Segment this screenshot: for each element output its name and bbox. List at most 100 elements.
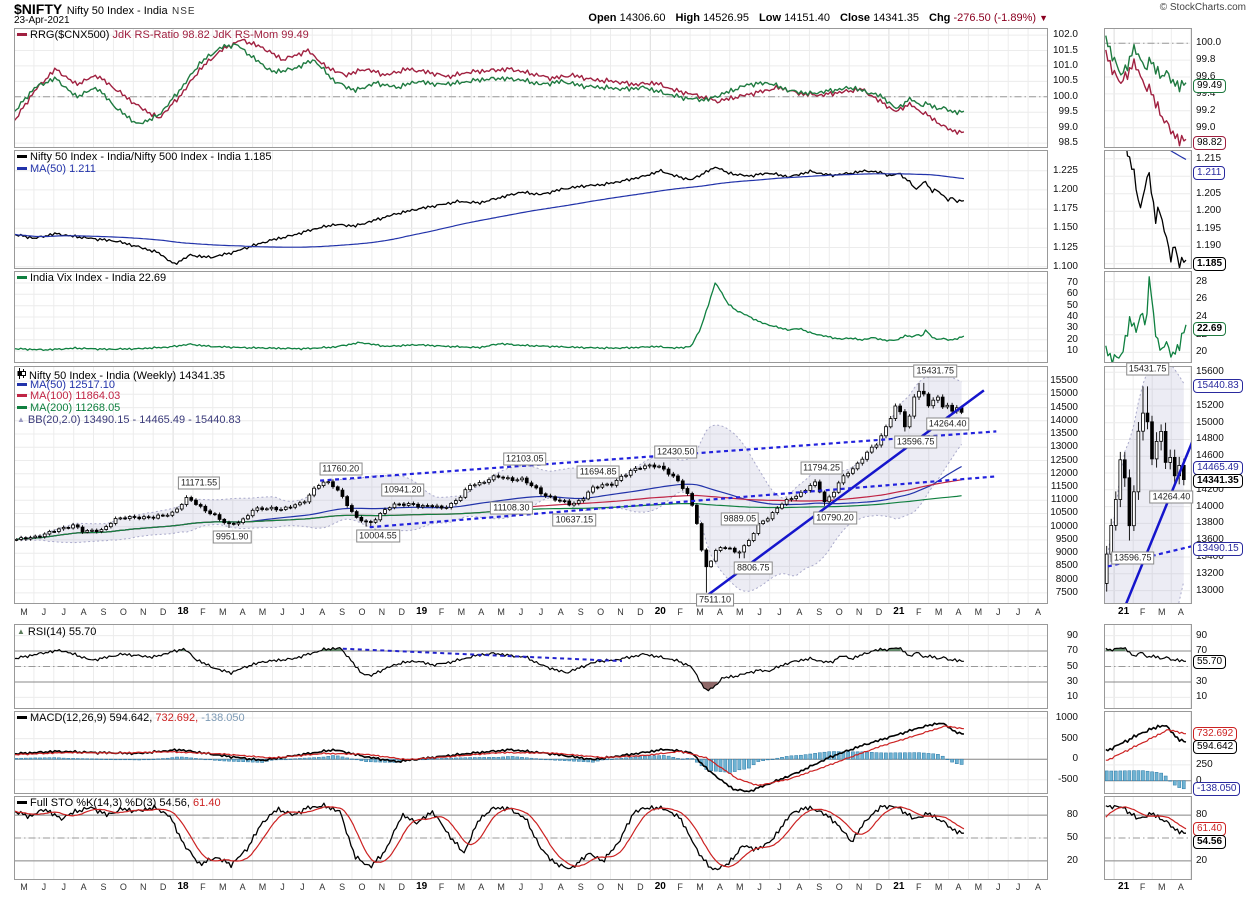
price-ytick-label: 9500 bbox=[1055, 533, 1078, 545]
line-swatch-icon bbox=[17, 382, 27, 386]
price-mini-annotation: 15431.75 bbox=[1125, 362, 1170, 376]
legend-text: RSI(14) 55.70 bbox=[27, 626, 97, 638]
x-axis-label: D bbox=[637, 607, 644, 617]
line-swatch-icon bbox=[17, 394, 27, 397]
mini-x-axis-label: A bbox=[1177, 882, 1184, 892]
x-axis-label: O bbox=[835, 882, 843, 892]
low-value: 14151.40 bbox=[784, 12, 830, 24]
x-axis-label: O bbox=[835, 607, 843, 617]
x-axis-label: N bbox=[617, 607, 624, 617]
x-axis-label: J bbox=[300, 607, 305, 617]
price-ytick-label: 13000 bbox=[1196, 584, 1224, 596]
macd-value-badge: 594.642 bbox=[1193, 740, 1238, 755]
price-ytick-label: 13200 bbox=[1196, 567, 1224, 579]
price-ytick-label: 12500 bbox=[1050, 454, 1078, 466]
chg-value: -276.50 (-1.89%) bbox=[953, 12, 1037, 24]
ratio-ytick-label: 1.100 bbox=[1052, 260, 1078, 272]
rrg-ytick-label: 100.5 bbox=[1052, 75, 1078, 87]
x-axis-label: F bbox=[438, 882, 445, 892]
x-axis-label: 19 bbox=[416, 606, 428, 617]
x-axis-label: M bbox=[258, 882, 267, 892]
ratio-ytick-label: 1.150 bbox=[1052, 222, 1078, 234]
legend-text: MA(100) 11864.03 bbox=[30, 390, 121, 402]
x-axis-label: J bbox=[996, 607, 1001, 617]
rrg-mini-chart bbox=[1104, 28, 1192, 148]
macd-value-badge: 732.692 bbox=[1193, 727, 1238, 742]
low-label: Low bbox=[759, 12, 782, 24]
x-axis-label: 20 bbox=[654, 881, 666, 892]
ratio-legend: Nifty 50 Index - India/Nifty 500 Index -… bbox=[17, 151, 272, 175]
x-axis-label: 21 bbox=[893, 606, 905, 617]
x-axis-label: F bbox=[916, 607, 922, 617]
x-axis-label: M bbox=[457, 882, 466, 892]
x-axis-label: M bbox=[219, 607, 227, 617]
macd-ytick-label: 1000 bbox=[1055, 712, 1078, 723]
rrg-value-badge: 99.49 bbox=[1193, 79, 1227, 94]
x-axis-label: A bbox=[1035, 607, 1042, 617]
x-axis-label: S bbox=[339, 607, 346, 617]
price-ytick-label: 15000 bbox=[1050, 388, 1078, 400]
macd-legend: MACD(12,26,9) 594.642, 732.692, -138.050 bbox=[17, 712, 245, 725]
x-axis-label: A bbox=[796, 607, 803, 617]
price-ytick-label: 13000 bbox=[1050, 441, 1078, 453]
x-axis-label: J bbox=[1015, 607, 1021, 617]
price-value-badge: 13490.15 bbox=[1193, 542, 1243, 557]
price-annotation: 7511.10 bbox=[696, 593, 734, 607]
sto-ytick-label: 20 bbox=[1066, 854, 1078, 866]
x-axis-label: J bbox=[757, 607, 762, 617]
vix-ytick-label: 10 bbox=[1066, 344, 1078, 356]
x-axis-label: M bbox=[736, 882, 744, 892]
vix-ytick-label: 30 bbox=[1066, 322, 1078, 334]
x-axis-label: D bbox=[637, 882, 644, 892]
macd-value-badge: -138.050 bbox=[1193, 782, 1241, 797]
vix-ytick-label: 60 bbox=[1066, 288, 1078, 300]
x-axis-label: 18 bbox=[177, 606, 189, 617]
price-mini-chart bbox=[1104, 366, 1192, 604]
rsi-ytick-label: 70 bbox=[1196, 645, 1208, 657]
x-axis-label: M bbox=[696, 607, 704, 617]
price-ytick-label: 14600 bbox=[1196, 450, 1224, 462]
vix-ytick-label: 20 bbox=[1066, 333, 1078, 345]
price-value-badge: 14341.35 bbox=[1193, 473, 1243, 488]
sto-ytick-label: 80 bbox=[1196, 809, 1208, 821]
price-ytick-label: 9000 bbox=[1055, 547, 1078, 559]
price-legend: Nifty 50 Index - India (Weekly) 14341.35… bbox=[17, 368, 241, 426]
x-axis-label: J bbox=[61, 882, 66, 892]
price-ytick-label: 15000 bbox=[1196, 416, 1224, 428]
open-value: 14306.60 bbox=[619, 12, 666, 24]
x-axis-label: J bbox=[280, 882, 285, 892]
price-ytick-label: 13600 bbox=[1196, 534, 1224, 546]
price-mini-annotation: 13596.75 bbox=[1110, 551, 1155, 565]
x-axis-label: J bbox=[41, 607, 47, 617]
x-axis-label: A bbox=[478, 882, 485, 892]
legend-text: Nifty 50 Index - India/Nifty 500 Index -… bbox=[30, 151, 272, 163]
legend-text: Nifty 50 Index - India (Weekly) 14341.35 bbox=[29, 370, 226, 382]
rrg-ytick-label: 99.6 bbox=[1196, 71, 1216, 82]
price-ytick-label: 8000 bbox=[1055, 573, 1078, 585]
chart-title: $NIFTY Nifty 50 Index - India NSE bbox=[14, 1, 196, 19]
x-axis-label: N bbox=[140, 607, 147, 617]
x-axis-label: J bbox=[41, 882, 47, 892]
high-label: High bbox=[675, 12, 700, 24]
price-annotation: 9889.05 bbox=[720, 512, 760, 526]
x-axis-label: N bbox=[378, 607, 386, 617]
mini-x-axis-label: 21 bbox=[1118, 606, 1130, 617]
price-value-badge: 15440.83 bbox=[1193, 378, 1243, 393]
price-ytick-label: 10500 bbox=[1050, 507, 1078, 519]
macd-main-chart bbox=[14, 711, 1048, 794]
macd-ytick-label: -500 bbox=[1057, 773, 1078, 785]
price-annotation: 10004.55 bbox=[356, 529, 400, 543]
rrg-ytick-label: 98.5 bbox=[1058, 137, 1078, 149]
ohlc-bar: Open 14306.60 High 14526.95 Low 14151.40… bbox=[581, 12, 1048, 24]
x-axis-label: F bbox=[200, 607, 206, 617]
price-ytick-label: 14200 bbox=[1196, 483, 1224, 495]
mini-x-axis-label: F bbox=[1139, 607, 1146, 617]
price-ytick-label: 13800 bbox=[1196, 517, 1224, 529]
x-axis-label: D bbox=[159, 882, 167, 892]
x-axis-label: 19 bbox=[416, 881, 428, 892]
x-axis-label: O bbox=[119, 607, 127, 617]
price-annotation: 11171.55 bbox=[177, 476, 221, 490]
x-axis-label: M bbox=[258, 607, 267, 617]
legend-text: JdK RS-Ratio 98.82 bbox=[112, 29, 213, 41]
